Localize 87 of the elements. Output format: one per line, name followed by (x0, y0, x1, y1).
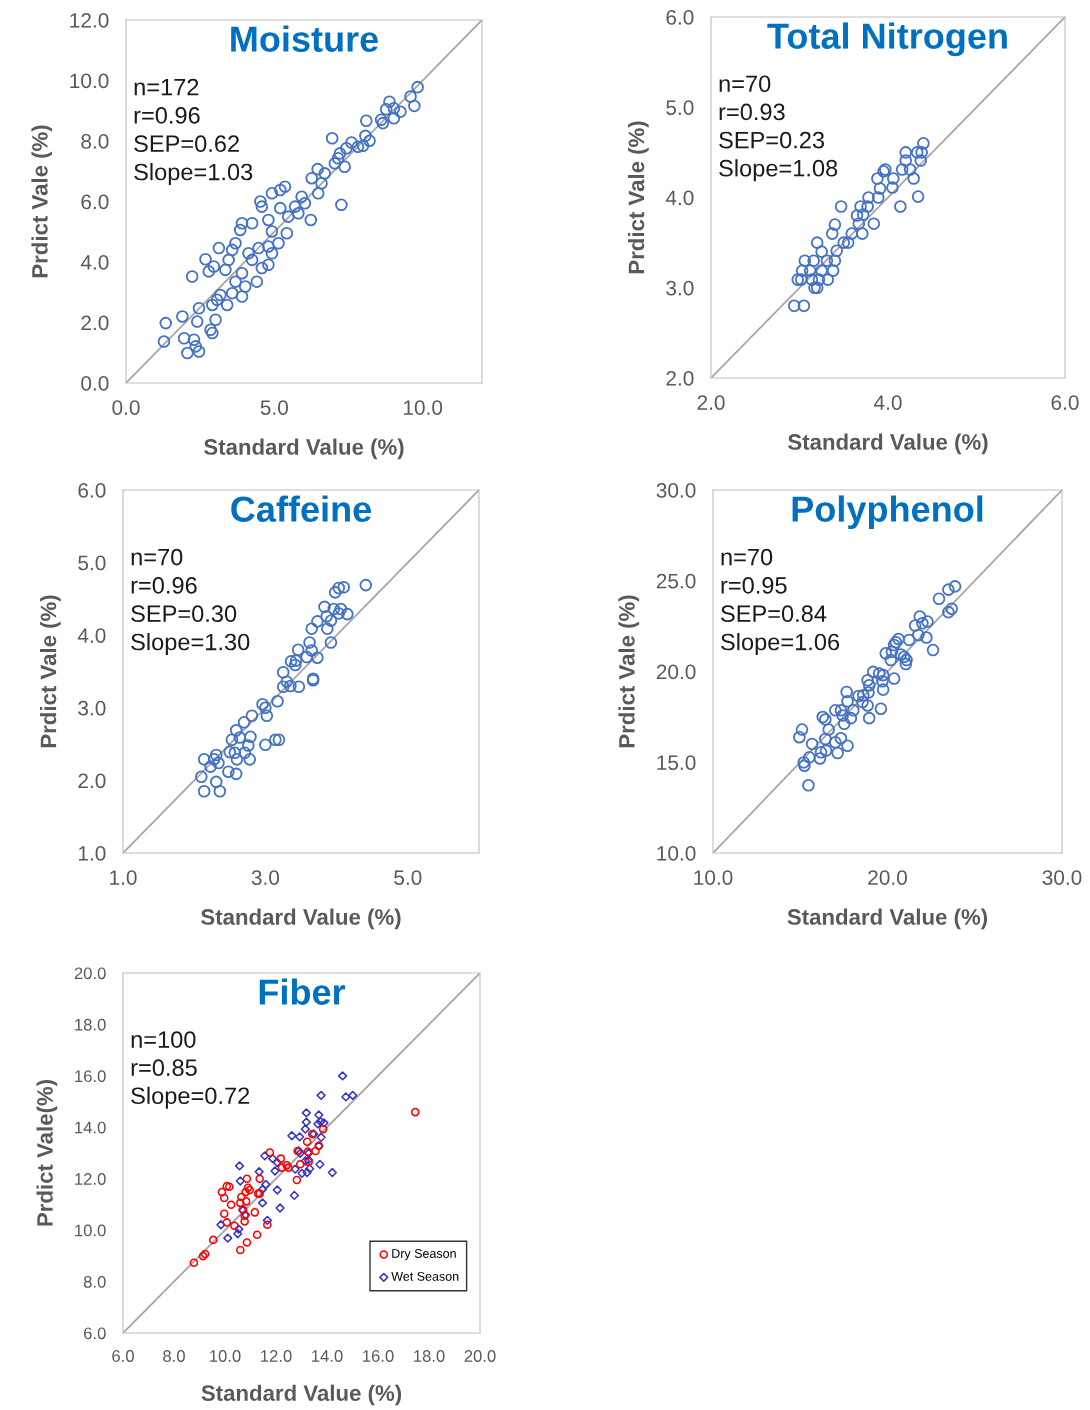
y-tick-label: 2.0 (81, 315, 109, 331)
annotation: Slope=1.30 (131, 633, 250, 656)
x-tick-label: 16.0 (363, 1350, 394, 1362)
x-tick-label: 6.0 (112, 1350, 134, 1362)
y-tick-label: 6.0 (81, 194, 109, 210)
annotation: n=70 (131, 548, 183, 566)
annotation: r=0.85 (131, 1059, 197, 1077)
y-tick-label: 3.0 (78, 700, 106, 716)
y-axis-title: Prdict Vale (%) (39, 595, 61, 748)
x-tick-label: 18.0 (414, 1350, 445, 1362)
chart-title: Caffeine (231, 495, 372, 522)
y-tick-label: 4.0 (80, 255, 109, 270)
x-tick-label: 14.0 (312, 1350, 343, 1362)
annotation: n=100 (131, 1031, 196, 1048)
x-tick-label: 2.0 (697, 395, 725, 410)
annotation: Slope=1.06 (721, 633, 840, 656)
y-tick-label: 16.0 (75, 1070, 106, 1083)
y-tick-label: 4.0 (665, 190, 694, 206)
chart-title: Moisture (231, 25, 379, 52)
y-tick-label: 6.0 (78, 483, 106, 498)
annotation: Slope=1.03 (134, 163, 253, 186)
x-axis-title: Standard Value (%) (788, 433, 988, 455)
y-tick-label: 25.0 (656, 573, 696, 589)
y-tick-label: 1.0 (78, 846, 106, 861)
y-tick-label: 8.0 (81, 134, 109, 149)
annotation: SEP=0.23 (719, 131, 825, 149)
y-tick-label: 12.0 (70, 13, 109, 28)
x-tick-label: 6.0 (1051, 395, 1079, 410)
x-tick-label: 0.0 (112, 400, 140, 415)
y-tick-label: 6.0 (84, 1327, 106, 1340)
y-tick-label: 15.0 (657, 755, 696, 770)
x-tick-label: 1.0 (110, 870, 137, 885)
y-tick-label: 30.0 (656, 483, 696, 498)
annotation: n=70 (719, 75, 771, 93)
x-axis-title: Standard Value (%) (201, 1384, 402, 1406)
x-tick-label: 4.0 (874, 395, 902, 410)
y-tick-label: 0.0 (81, 376, 109, 391)
y-tick-label: 18.0 (75, 1018, 106, 1031)
x-tick-label: 12.0 (261, 1350, 292, 1362)
annotation: n=70 (721, 548, 773, 566)
y-tick-label: 10.0 (657, 846, 696, 861)
x-tick-label: 3.0 (251, 870, 280, 885)
annotation: n=172 (134, 78, 199, 96)
y-tick-label: 8.0 (83, 1275, 106, 1288)
x-tick-label: 5.0 (260, 400, 288, 415)
annotation: Slope=0.72 (131, 1086, 250, 1109)
x-tick-label: 20.0 (464, 1350, 496, 1362)
y-tick-label: 20.0 (656, 664, 696, 680)
annotation: SEP=0.30 (131, 605, 237, 623)
x-tick-label: 8.0 (163, 1350, 185, 1362)
y-tick-label: 6.0 (666, 10, 694, 25)
y-tick-label: 20.0 (74, 967, 106, 980)
y-axis-title: Prdict Vale (%) (627, 121, 649, 274)
x-tick-label: 10.0 (694, 870, 733, 885)
y-tick-label: 12.0 (75, 1173, 106, 1185)
x-axis-title: Standard Value (%) (787, 908, 988, 930)
legend-label: Wet Season (391, 1271, 459, 1281)
legend-label: Dry Season (392, 1249, 456, 1261)
annotation: SEP=0.62 (134, 135, 239, 153)
y-tick-label: 2.0 (666, 371, 694, 386)
y-tick-label: 4.0 (77, 628, 106, 643)
y-tick-label: 14.0 (75, 1121, 106, 1134)
annotation: r=0.93 (719, 103, 785, 121)
annotation: Slope=1.08 (719, 159, 838, 182)
chart-title: Fiber (259, 978, 346, 1005)
x-tick-label: 10.0 (210, 1350, 241, 1362)
y-axis-title: Prdict Vale (%) (618, 595, 640, 748)
annotation: r=0.95 (721, 577, 787, 594)
y-axis-title: Prdict Vale(%) (36, 1080, 58, 1226)
x-tick-label: 30.0 (1042, 870, 1082, 885)
x-tick-label: 20.0 (868, 870, 907, 885)
y-tick-label: 10.0 (70, 73, 109, 89)
x-tick-label: 10.0 (403, 400, 443, 415)
x-tick-label: 5.0 (394, 870, 422, 885)
y-tick-label: 2.0 (78, 773, 106, 789)
x-axis-title: Standard Value (%) (201, 908, 401, 930)
y-tick-label: 5.0 (78, 555, 106, 571)
y-tick-label: 10.0 (75, 1224, 106, 1237)
annotation: r=0.96 (134, 107, 200, 124)
chart-title: Polyphenol (792, 495, 983, 530)
annotation: r=0.96 (131, 577, 197, 594)
x-axis-title: Standard Value (%) (204, 438, 404, 460)
annotation: SEP=0.84 (721, 605, 827, 623)
y-tick-label: 3.0 (666, 280, 694, 296)
chart-title: Total Nitrogen (767, 22, 1007, 57)
y-axis-title: Prdict Vale (%) (31, 125, 53, 278)
y-tick-label: 5.0 (666, 100, 694, 115)
